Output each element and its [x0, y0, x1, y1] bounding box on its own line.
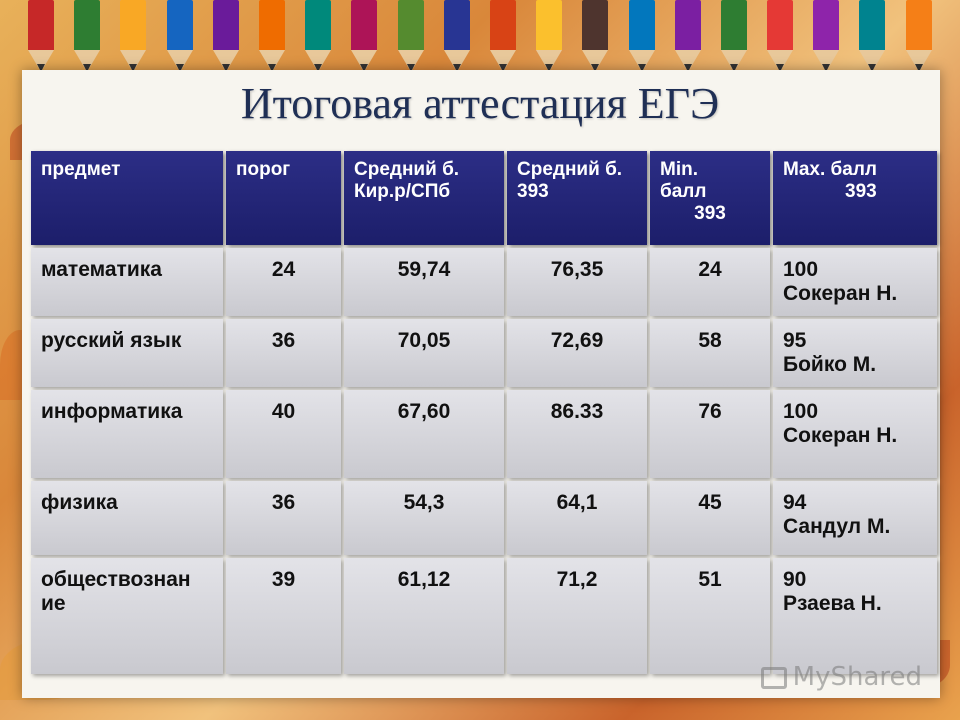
cell-avg-school: 71,2: [507, 558, 647, 674]
table-row: информатика 40 67,60 86.33 76 100 Сокеран Н.: [31, 390, 937, 478]
cell-min: 51: [650, 558, 770, 674]
cell-min: 76: [650, 390, 770, 478]
pencil-decoration: [720, 0, 747, 72]
results-table: предмет порог Средний б. Кир.р/СПб Средни…: [28, 148, 940, 677]
cell-min: 58: [650, 319, 770, 387]
cell-max: 94 Сандул М.: [773, 481, 937, 555]
table-row: математика 24 59,74 76,35 24 100 Сокеран Н.: [31, 248, 937, 316]
pencil-decoration: [582, 0, 609, 72]
cell-threshold: 39: [226, 558, 341, 674]
pencil-decoration: [259, 0, 286, 72]
header-avg-school: Средний б. 393: [507, 151, 647, 245]
cell-avg-city: 70,05: [344, 319, 504, 387]
cell-avg-city: 67,60: [344, 390, 504, 478]
cell-threshold: 24: [226, 248, 341, 316]
header-avg-city: Средний б. Кир.р/СПб: [344, 151, 504, 245]
cell-threshold: 36: [226, 481, 341, 555]
pencil-decoration: [489, 0, 516, 72]
pencil-decoration: [305, 0, 332, 72]
header-threshold: порог: [226, 151, 341, 245]
header-max: Max. балл 393: [773, 151, 937, 245]
cell-avg-school: 86.33: [507, 390, 647, 478]
cell-max: 100 Сокеран Н.: [773, 390, 937, 478]
cell-subject: математика: [31, 248, 223, 316]
table-body: математика 24 59,74 76,35 24 100 Сокеран Н. рус…: [31, 248, 937, 674]
header-min: Min. балл 393: [650, 151, 770, 245]
pencil-decoration: [166, 0, 193, 72]
cell-avg-school: 76,35: [507, 248, 647, 316]
cell-avg-school: 64,1: [507, 481, 647, 555]
cell-subject: информатика: [31, 390, 223, 478]
watermark-text: MyShared: [792, 662, 922, 692]
cell-subject: обществознан ие: [31, 558, 223, 674]
pencil-decoration: [120, 0, 147, 72]
pencil-decoration: [628, 0, 655, 72]
pencil-decoration: [859, 0, 886, 72]
pencil-decoration: [813, 0, 840, 72]
pencil-decoration: [28, 0, 55, 72]
cell-avg-city: 54,3: [344, 481, 504, 555]
cell-min: 24: [650, 248, 770, 316]
pencil-decoration: [443, 0, 470, 72]
cell-avg-city: 61,12: [344, 558, 504, 674]
cell-threshold: 40: [226, 390, 341, 478]
pencils-decoration: [0, 0, 960, 72]
pencil-decoration: [397, 0, 424, 72]
cell-max: 95 Бойко М.: [773, 319, 937, 387]
pencil-decoration: [905, 0, 932, 72]
pencil-decoration: [767, 0, 794, 72]
pencil-decoration: [536, 0, 563, 72]
cell-threshold: 36: [226, 319, 341, 387]
table-header-row: предмет порог Средний б. Кир.р/СПб Средни…: [31, 151, 937, 245]
pencil-decoration: [674, 0, 701, 72]
cell-subject: физика: [31, 481, 223, 555]
myshared-watermark: MyShared: [760, 662, 922, 692]
cell-avg-city: 59,74: [344, 248, 504, 316]
slide-title: Итоговая аттестация ЕГЭ: [240, 79, 720, 128]
myshared-logo-icon: [760, 666, 787, 689]
table-row: обществознан ие 39 61,12 71,2 51 90 Рзаева Н.: [31, 558, 937, 674]
pencil-decoration: [212, 0, 239, 72]
table-row: физика 36 54,3 64,1 45 94 Сандул М.: [31, 481, 937, 555]
cell-max: 90 Рзаева Н.: [773, 558, 937, 674]
cell-avg-school: 72,69: [507, 319, 647, 387]
cell-subject: русский язык: [31, 319, 223, 387]
pencil-decoration: [351, 0, 378, 72]
header-subject: предмет: [31, 151, 223, 245]
cell-max: 100 Сокеран Н.: [773, 248, 937, 316]
pencil-decoration: [74, 0, 101, 72]
cell-min: 45: [650, 481, 770, 555]
table-row: русский язык 36 70,05 72,69 58 95 Бойко М.: [31, 319, 937, 387]
